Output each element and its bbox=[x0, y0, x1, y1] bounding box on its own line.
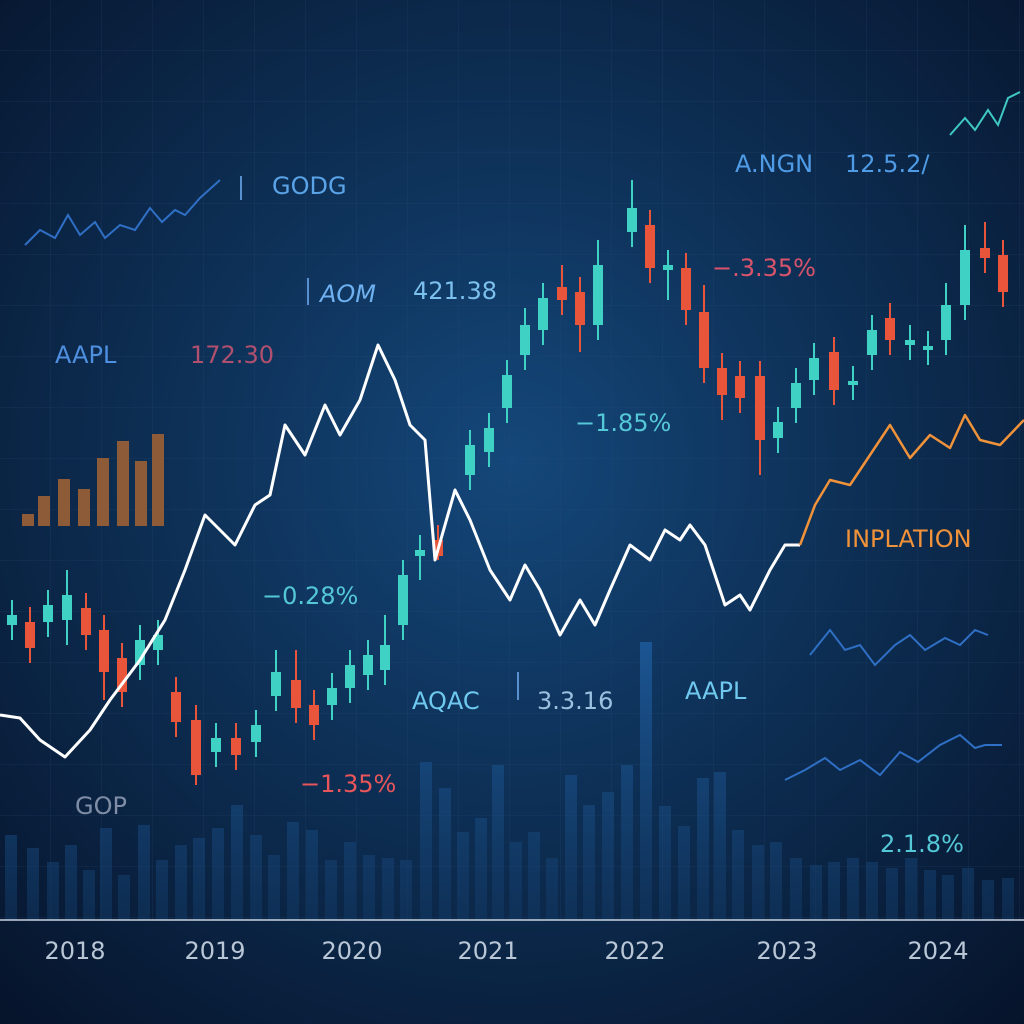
mini-lines bbox=[24, 91, 1021, 781]
label: −1.85% bbox=[575, 409, 671, 437]
label: 421.38 bbox=[413, 277, 497, 305]
label: INPLATION bbox=[845, 525, 972, 553]
label: AOM bbox=[318, 280, 376, 308]
label: A.NGN bbox=[735, 150, 813, 178]
year-label: 2021 bbox=[457, 937, 518, 965]
label: AAPL bbox=[685, 677, 747, 705]
year-label: 2018 bbox=[44, 937, 105, 965]
x-axis: 2018 2019 2020 2021 2022 2023 2024 bbox=[44, 937, 968, 965]
label: GOP bbox=[75, 792, 127, 820]
label: −.3.35% bbox=[712, 254, 816, 282]
label: −1.35% bbox=[300, 770, 396, 798]
label: 3.3.16 bbox=[537, 687, 613, 715]
label: 12.5.2/ bbox=[845, 150, 930, 178]
orange-line bbox=[798, 413, 1024, 546]
candlesticks bbox=[7, 180, 1008, 785]
labels: GODG A.NGN 12.5.2/ AOM 421.38 −.3.35% AA… bbox=[55, 150, 972, 858]
volume-bars bbox=[5, 642, 1014, 920]
year-label: 2024 bbox=[907, 937, 968, 965]
year-label: 2023 bbox=[756, 937, 817, 965]
year-label: 2020 bbox=[321, 937, 382, 965]
label: 2.1.8% bbox=[880, 830, 964, 858]
white-line bbox=[0, 343, 800, 759]
label: AAPL bbox=[55, 341, 117, 369]
label: AQAC bbox=[412, 687, 480, 715]
label: −0.28% bbox=[262, 582, 358, 610]
year-label: 2022 bbox=[604, 937, 665, 965]
brown-bars bbox=[22, 434, 164, 526]
separators bbox=[240, 176, 519, 700]
label: GODG bbox=[272, 172, 347, 200]
grid bbox=[0, 0, 1024, 920]
label: 172.30 bbox=[190, 341, 274, 369]
year-label: 2019 bbox=[184, 937, 245, 965]
